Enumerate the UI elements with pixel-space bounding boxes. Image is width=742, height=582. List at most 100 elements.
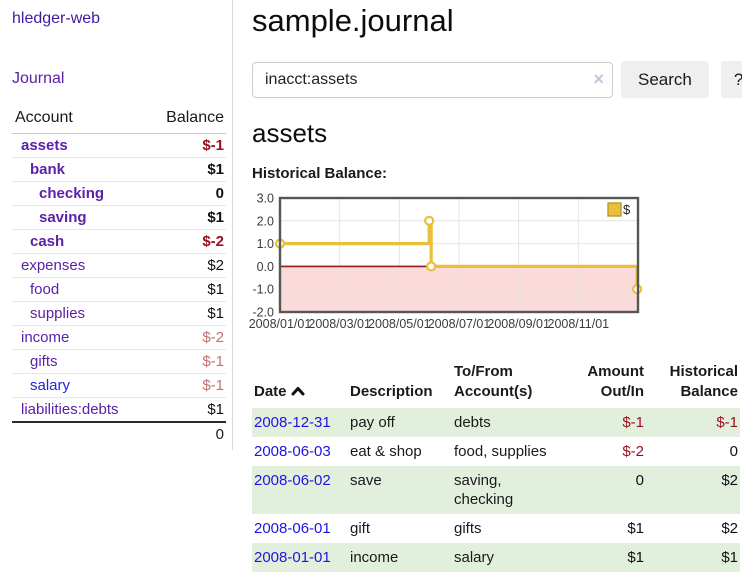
transaction-date-link[interactable]: 2008-06-01 <box>254 520 331 537</box>
account-row: supplies $1 <box>12 301 226 326</box>
chart-legend-swatch <box>607 202 622 217</box>
account-row: expenses $2 <box>12 253 226 278</box>
account-link[interactable]: expenses <box>21 257 86 274</box>
account-balance: $-1 <box>147 349 226 374</box>
account-name-cell: bank <box>12 157 148 182</box>
accounts-total-row: 0 <box>12 421 226 446</box>
accounts-total-spacer <box>12 421 148 446</box>
accounts-total-value: 0 <box>147 421 226 446</box>
register-accounts-cell: gifts <box>454 520 482 537</box>
account-balance: $1 <box>147 277 226 302</box>
accounts-table-body: assets $-1 bank $1 checking 0 saving $1 cash $-2 e… <box>12 133 226 446</box>
account-balance: $1 <box>147 205 226 230</box>
account-link[interactable]: income <box>21 329 70 346</box>
register-balance-cell: $2 <box>721 520 738 537</box>
register-row: 2008-06-01 gift gifts $1 $2 <box>252 514 740 543</box>
transaction-date-link[interactable]: 2008-01-01 <box>254 549 331 566</box>
chart-x-tick-label: 2008/11/01 <box>548 317 610 331</box>
register-amount-cell: $-2 <box>622 443 644 460</box>
search-form: × Search ? <box>252 61 742 98</box>
historical-balance-chart-wrap: $3.0 2.0 1.0 0.0 -1.0 -2.0 2008/01/01 2008/03/0… <box>249 190 742 338</box>
search-button[interactable]: Search <box>621 61 709 98</box>
account-row: income $-2 <box>12 325 226 350</box>
register-description-cell: gift <box>350 520 371 537</box>
register-amount-cell: $1 <box>627 520 644 537</box>
register-date-cell: 2008-01-01 <box>252 543 348 572</box>
chart-x-tick-label: 2008/01/01 <box>249 317 312 331</box>
account-link[interactable]: checking <box>39 185 105 202</box>
sort-ascending-icon <box>291 382 305 402</box>
account-row: assets $-1 <box>12 133 226 158</box>
account-balance: $-2 <box>147 229 226 254</box>
page-title: sample.journal <box>252 3 454 38</box>
account-link[interactable]: cash <box>30 233 65 250</box>
register-header-date-label: Date <box>254 383 287 400</box>
account-link[interactable]: bank <box>30 161 66 178</box>
account-balance: $-1 <box>147 373 226 398</box>
search-input[interactable] <box>252 61 613 98</box>
chart-data-point-marker <box>426 261 437 272</box>
account-row: bank $1 <box>12 157 226 182</box>
register-description-cell: pay off <box>348 408 452 437</box>
chart-y-tick-label: 2.0 <box>257 214 274 228</box>
chart-data-point-marker <box>424 215 435 226</box>
account-name-cell: food <box>12 277 148 302</box>
account-row: salary $-1 <box>12 373 226 398</box>
account-name-cell: income <box>12 325 148 350</box>
main-content: sample.journal × Search ? assets Histori… <box>233 0 742 582</box>
register-amount-cell: $1 <box>562 543 646 572</box>
account-row: liabilities:debts $1 <box>12 397 226 423</box>
account-balance: $1 <box>147 397 226 423</box>
account-balance: $1 <box>147 301 226 326</box>
register-date-cell: 2008-12-31 <box>252 408 348 437</box>
register-date-cell: 2008-06-02 <box>252 466 348 514</box>
account-name-cell: checking <box>12 181 148 206</box>
register-balance-cell: 0 <box>729 443 738 460</box>
account-link[interactable]: gifts <box>30 353 58 370</box>
transaction-date-link[interactable]: 2008-06-03 <box>254 443 331 460</box>
register-accounts-cell: food, supplies <box>454 443 547 460</box>
chart-plot-border <box>278 196 640 314</box>
account-balance: $-1 <box>147 133 226 158</box>
account-link[interactable]: salary <box>30 377 71 394</box>
register-header-date[interactable]: Date <box>252 358 348 408</box>
clear-search-icon[interactable]: × <box>593 68 604 89</box>
app-title-link[interactable]: hledger-web <box>12 10 101 27</box>
chart-legend-label: $ <box>623 202 631 217</box>
account-name-cell: gifts <box>12 349 148 374</box>
account-row: cash $-2 <box>12 229 226 254</box>
account-name-cell: liabilities:debts <box>12 397 148 423</box>
register-table-body: 2008-12-31 pay off debts $-1 $-1 2008-06-03 ea… <box>252 408 740 572</box>
account-row: gifts $-1 <box>12 349 226 374</box>
register-date-cell: 2008-06-01 <box>252 514 348 543</box>
account-link[interactable]: liabilities:debts <box>21 401 119 418</box>
account-link[interactable]: assets <box>21 137 68 154</box>
account-row: saving $1 <box>12 205 226 230</box>
chart-x-tick-label: 2008/07/01 <box>428 317 491 331</box>
register-header-accounts: To/From Account(s) <box>454 363 533 400</box>
account-name-cell: saving <box>12 205 148 230</box>
account-name-cell: salary <box>12 373 148 398</box>
account-row: checking 0 <box>12 181 226 206</box>
accounts-table-header-row: Account Balance <box>12 106 226 134</box>
account-balance: 0 <box>147 181 226 206</box>
account-balance: $-2 <box>147 325 226 350</box>
transaction-date-link[interactable]: 2008-06-02 <box>254 472 331 489</box>
register-amount-cell: 0 <box>562 466 646 514</box>
sidebar-item-journal[interactable]: Journal <box>12 70 65 87</box>
register-header-row: Date Description To/From Account(s) Amou… <box>252 358 740 408</box>
register-balance-cell: $2 <box>646 466 740 514</box>
transaction-date-link[interactable]: 2008-12-31 <box>254 414 331 431</box>
chart-y-tick-label: 0.0 <box>257 260 274 274</box>
account-link[interactable]: saving <box>39 209 87 226</box>
search-help-button[interactable]: ? <box>720 61 742 98</box>
chart-title: Historical Balance: <box>252 165 388 182</box>
account-heading: assets <box>252 118 328 148</box>
register-description-cell: save <box>348 466 452 514</box>
register-accounts-cell: debts <box>452 408 562 437</box>
account-name-cell: supplies <box>12 301 148 326</box>
chart-y-tick-label: -2.0 <box>252 306 274 320</box>
account-link[interactable]: food <box>30 281 60 298</box>
account-balance: $2 <box>147 253 226 278</box>
account-link[interactable]: supplies <box>30 305 86 322</box>
